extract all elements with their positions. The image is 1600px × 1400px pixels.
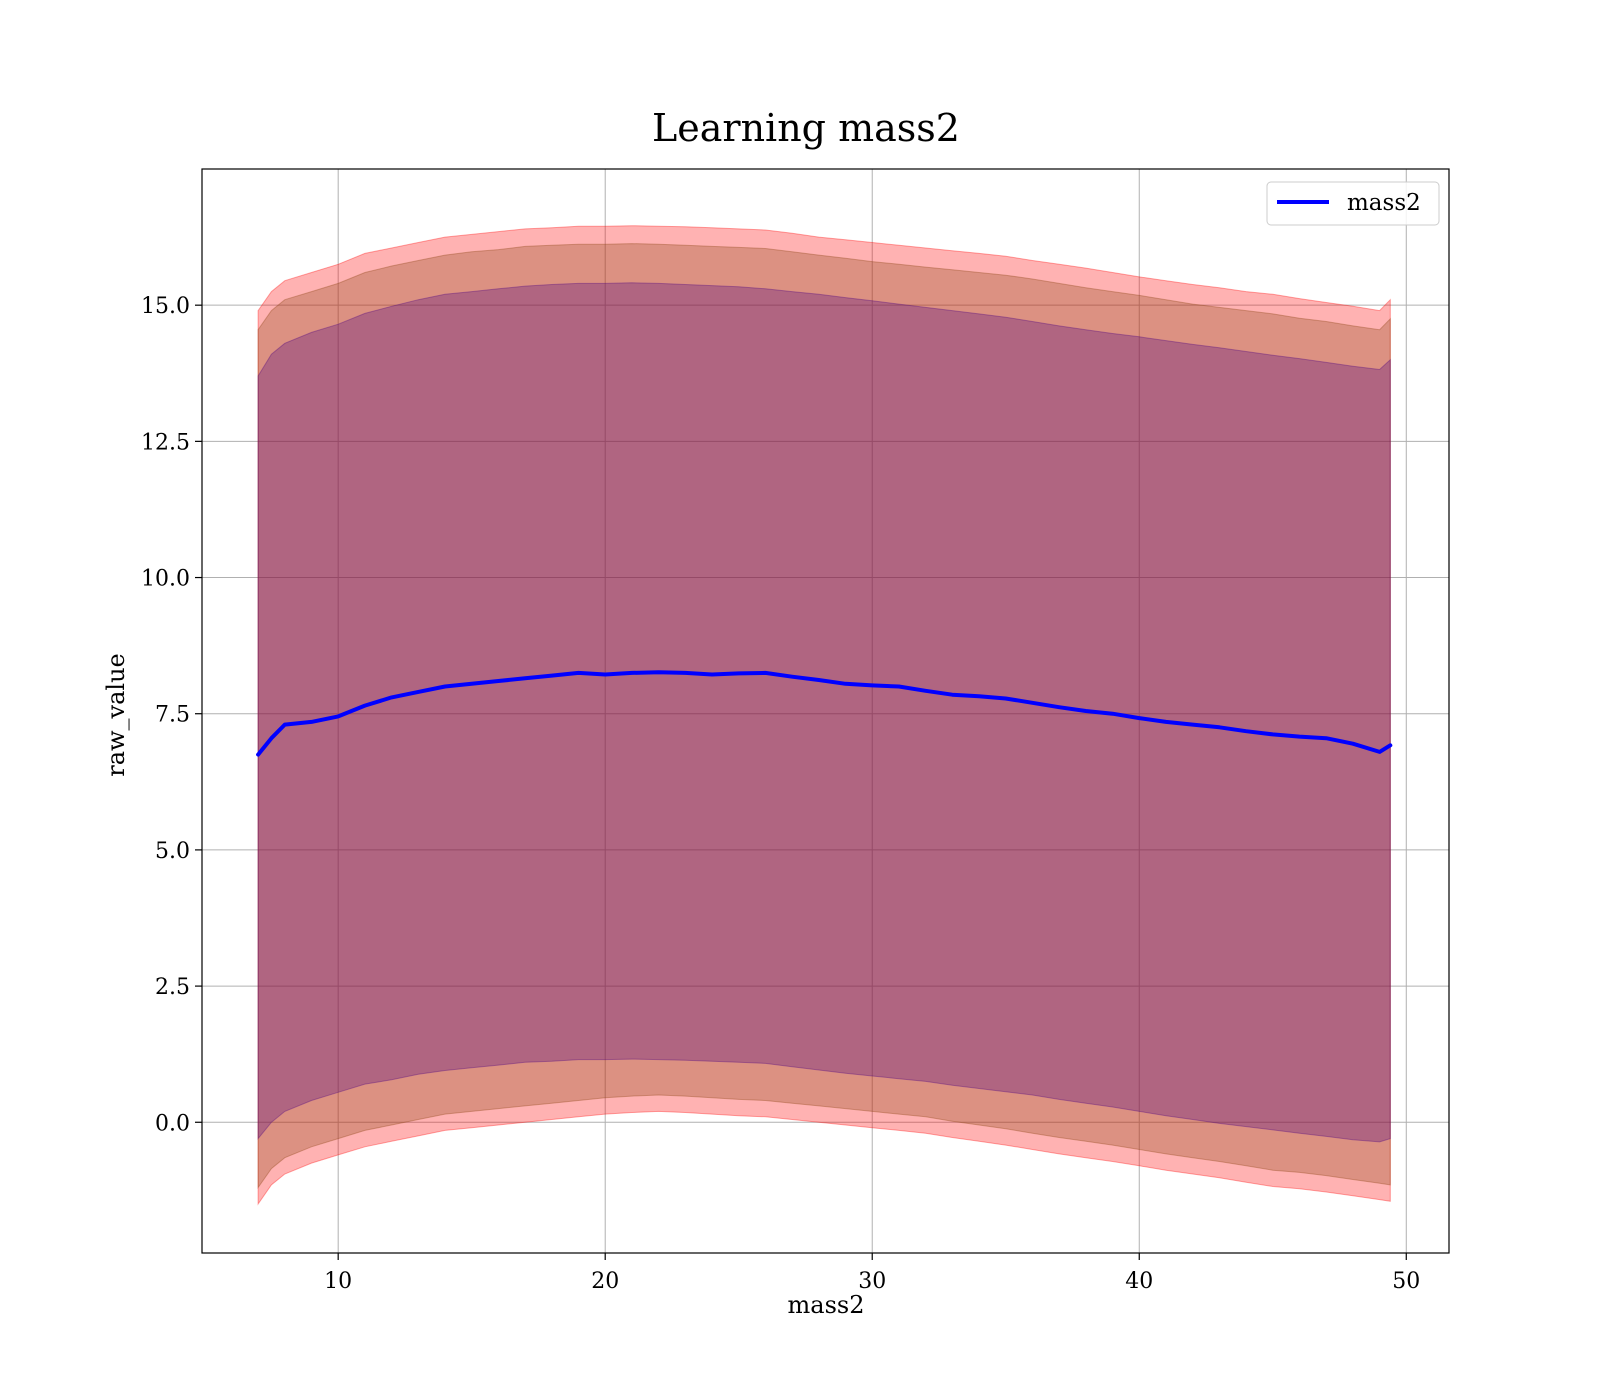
x-axis: 10 20 30 40 50	[324, 1253, 1420, 1294]
confidence-bands	[257, 225, 1391, 1206]
band-0	[257, 225, 1391, 1206]
y-tick-label-0: 0.0	[155, 1111, 190, 1136]
band-1	[257, 243, 1391, 1190]
series-line-mass2	[256, 670, 1393, 757]
x-tick-label-2: 30	[858, 1269, 886, 1294]
y-axis: 0.0 2.5 5.0 7.5 10.0 12.5 15.0	[141, 294, 202, 1136]
y-tick-label-3: 7.5	[155, 703, 190, 728]
legend-box	[1266, 181, 1440, 226]
x-tick-label-0: 10	[324, 1269, 352, 1294]
y-tick-label-5: 12.5	[141, 430, 190, 455]
grid	[202, 169, 1449, 1253]
series-lines	[256, 670, 1393, 757]
y-tick-label-4: 10.0	[141, 567, 190, 592]
y-tick-label-6: 15.0	[141, 294, 190, 319]
y-axis-label: raw_value	[102, 653, 130, 777]
y-tick-label-1: 2.5	[155, 975, 190, 1000]
x-axis-label: mass2	[788, 1291, 865, 1319]
legend-label-mass2: mass2	[1347, 190, 1421, 216]
chart-title: Learning mass2	[652, 106, 960, 150]
x-tick-label-1: 20	[591, 1269, 619, 1294]
band-2	[257, 282, 1391, 1143]
y-tick-label-2: 5.0	[155, 839, 190, 864]
x-tick-label-4: 50	[1392, 1269, 1420, 1294]
plot-frame	[201, 168, 1450, 1254]
x-tick-label-3: 40	[1125, 1269, 1153, 1294]
legend: mass2	[1266, 181, 1440, 226]
